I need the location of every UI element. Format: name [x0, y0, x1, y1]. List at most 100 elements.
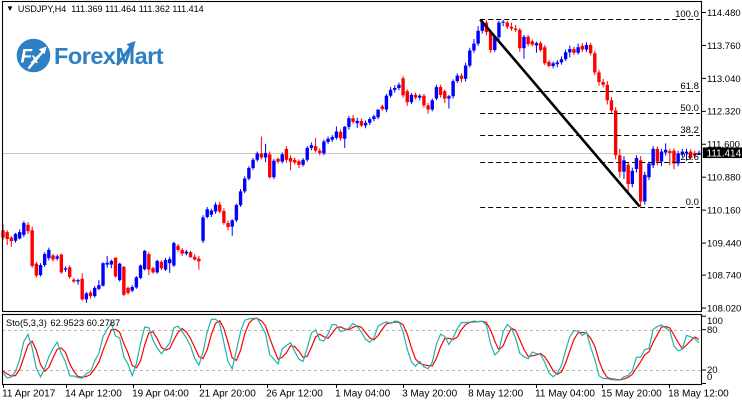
candle-body	[384, 95, 389, 110]
candle-body	[51, 255, 55, 260]
candle-body	[538, 43, 543, 51]
candle-body	[663, 149, 668, 153]
candle-body	[309, 145, 314, 148]
candle-body	[276, 158, 280, 162]
candle-body	[109, 260, 114, 265]
candle-body	[126, 287, 130, 293]
candle-body	[418, 95, 422, 98]
candle-body	[272, 160, 276, 178]
time-axis[interactable]: 11 Apr 2017 14 Apr 12:00 19 Apr 04:00 21 Ap…	[2, 384, 729, 400]
price-axis-label: 108.020	[707, 303, 741, 314]
candle-body	[426, 105, 430, 110]
price-axis[interactable]: 114.480 113.760 113.040 112.320 111.600 110.8…	[701, 8, 742, 384]
candle-body	[447, 96, 451, 99]
candle-body	[638, 160, 643, 202]
candle-body	[197, 258, 201, 262]
candle-body	[393, 87, 397, 90]
candle-body	[117, 263, 122, 281]
time-axis-label: 19 Apr 04:00	[132, 389, 189, 400]
symbol-dropdown-icon[interactable]: ▼	[6, 3, 14, 13]
candle-body	[138, 265, 143, 278]
candle-body	[618, 155, 622, 172]
candle-body	[247, 168, 251, 179]
candle-body	[293, 159, 297, 163]
candle-body	[122, 266, 126, 295]
candle-body	[9, 237, 14, 242]
candle-body	[92, 287, 97, 297]
time-axis-label: 18 May 12:00	[668, 389, 729, 400]
indicator-pane[interactable]	[2, 317, 702, 381]
candle-body	[576, 47, 580, 53]
price-axis-label: 109.440	[707, 238, 741, 249]
candle-body	[159, 261, 164, 269]
candle-body	[30, 230, 34, 266]
candle-body	[422, 95, 426, 106]
candle-body	[163, 260, 168, 270]
candle-body	[368, 119, 372, 123]
candle-body	[318, 150, 322, 153]
candle-body	[22, 222, 26, 235]
candle-body	[476, 30, 480, 44]
candle-body	[205, 209, 209, 218]
fibonacci-level-label: 100.0	[675, 9, 699, 20]
price-axis-label: 114.480	[707, 8, 741, 19]
candle-body	[67, 267, 72, 277]
candle-body	[17, 232, 22, 239]
wordmark-arrowhead-icon	[126, 41, 136, 51]
candle-body	[301, 159, 305, 165]
candle-body	[226, 222, 230, 228]
candle-body	[518, 29, 522, 49]
candle-body	[130, 287, 134, 291]
candle-body	[472, 43, 476, 51]
candle-body	[609, 100, 614, 111]
price-axis-label: 111.600	[707, 140, 740, 151]
candle-body	[134, 277, 139, 288]
candle-body	[213, 204, 218, 212]
indicator-values: 62.9523 60.2787	[50, 317, 121, 328]
candle-body	[238, 191, 243, 206]
logo-letter-f: F	[21, 47, 34, 68]
price-axis-label: 110.160	[707, 206, 741, 217]
time-axis-label: 3 May 20:00	[402, 389, 457, 400]
candle-body	[430, 100, 434, 110]
logo-letter-x: x	[30, 50, 40, 66]
candle-body	[530, 41, 534, 45]
chart-info-line: ▼ USDJPY,H4 111.369 111.464 111.362 111.4…	[6, 4, 204, 14]
candle-body	[268, 154, 272, 178]
candle-body	[588, 44, 593, 54]
indicator-pane-border	[1, 313, 703, 386]
forexmart-logo-icon: F x	[16, 38, 51, 73]
candle-body	[534, 43, 539, 46]
candle-body	[355, 120, 359, 124]
candle-body	[326, 138, 330, 142]
candle-body	[568, 49, 572, 53]
candle-body	[501, 21, 505, 23]
candle-body	[505, 22, 509, 27]
symbol-period-label: USDJPY,H4	[17, 3, 67, 14]
candle-body	[80, 278, 84, 300]
candle-body	[388, 89, 393, 96]
indicator-axis-label: 80	[707, 325, 718, 336]
fibonacci-level-label: 23.6	[680, 152, 699, 163]
candle-body	[634, 157, 639, 169]
logo-arrowhead-icon	[38, 46, 47, 55]
candle-body	[255, 153, 259, 160]
candle-body	[676, 153, 680, 164]
forexmart-logo-graphic: F x ForexMart	[16, 38, 164, 73]
candle-body	[647, 163, 651, 178]
candle-body	[147, 254, 151, 270]
candle-body	[176, 245, 180, 250]
trend-line[interactable]	[479, 18, 641, 208]
candle-body	[101, 263, 105, 286]
candle-body	[84, 293, 89, 300]
current-price-tag-label: 111.414	[707, 148, 742, 159]
candle-body	[668, 151, 672, 153]
candle-body	[180, 249, 184, 254]
candle-body	[630, 170, 635, 185]
candle-body	[338, 131, 343, 139]
price-axis-label: 112.320	[707, 107, 741, 118]
candle-body	[172, 243, 176, 266]
